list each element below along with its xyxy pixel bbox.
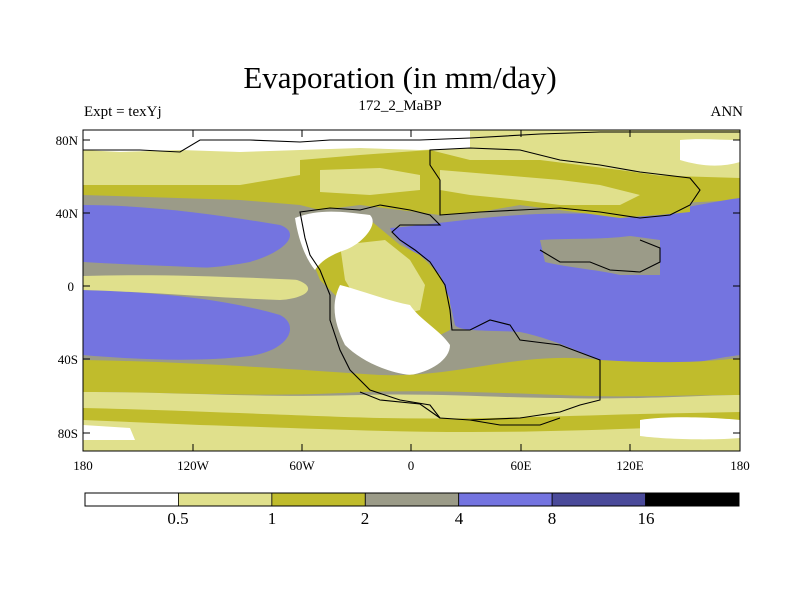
land-gray-asia: [540, 236, 660, 275]
dry-region-south-pole-west: [83, 425, 135, 440]
colorbar-swatch: [645, 492, 740, 507]
colorbar-swatch: [84, 492, 179, 507]
lon-tick-label: 60W: [289, 458, 315, 473]
coastline-south: [359, 391, 561, 426]
map-field: [83, 130, 740, 451]
dry-region-north: [295, 211, 373, 270]
colorbar-swatch: [458, 492, 553, 507]
colorbar-label: 1: [268, 509, 277, 528]
colorbar-frame: [84, 492, 740, 507]
lon-tick-label: 180: [730, 458, 750, 473]
lat-tick-marks: [83, 139, 740, 434]
colorbar-label: 0.5: [167, 509, 188, 528]
experiment-label: Expt = texYj: [84, 104, 162, 120]
colorbar: [84, 492, 740, 507]
lon-tick-label: 0: [408, 458, 415, 473]
coastline-north: [429, 147, 701, 219]
dry-region-south-pole-east: [640, 417, 740, 440]
colorbar-label: 2: [361, 509, 370, 528]
lat-tick-label: 80N: [56, 133, 79, 148]
lon-tick-label: 120E: [616, 458, 644, 473]
lon-tick-marks: [82, 130, 741, 451]
land-north-pale-west: [320, 168, 420, 195]
colorbar-label: 16: [638, 509, 655, 528]
land-north-pale: [440, 170, 640, 205]
ocean-equator-gray: [83, 262, 300, 280]
field-south-olive-inner: [83, 408, 740, 432]
lon-tick-label: 180: [73, 458, 93, 473]
coastline-pangea: [299, 204, 601, 421]
lat-tick-label: 80S: [58, 426, 78, 441]
lon-tick-label: 60E: [511, 458, 532, 473]
coastline-arctic: [83, 131, 740, 153]
lat-tick-label: 0: [68, 279, 75, 294]
ocean-blue-sw: [83, 290, 290, 360]
colorbar-swatch: [271, 492, 366, 507]
page-title: Evaporation (in mm/day): [243, 60, 557, 95]
colorbar-label: 4: [455, 509, 464, 528]
coastline-asia: [539, 239, 661, 273]
ocean-blue-nw: [83, 205, 290, 269]
lat-tick-label: 40S: [58, 352, 78, 367]
colorbar-swatch: [364, 492, 460, 507]
dry-region-south: [334, 285, 450, 375]
field-south-olive: [83, 357, 740, 397]
colorbar-label: 8: [548, 509, 557, 528]
ocean-equator-pale: [83, 272, 309, 300]
season-label: ANN: [710, 104, 744, 120]
lon-tick-label: 120W: [177, 458, 210, 473]
period-label: 172_2_MaBP: [358, 98, 442, 114]
lat-tick-label: 40N: [56, 206, 79, 221]
dry-region-north-east: [680, 139, 740, 166]
colorbar-swatch: [178, 492, 273, 507]
colorbar-swatch: [551, 492, 646, 507]
